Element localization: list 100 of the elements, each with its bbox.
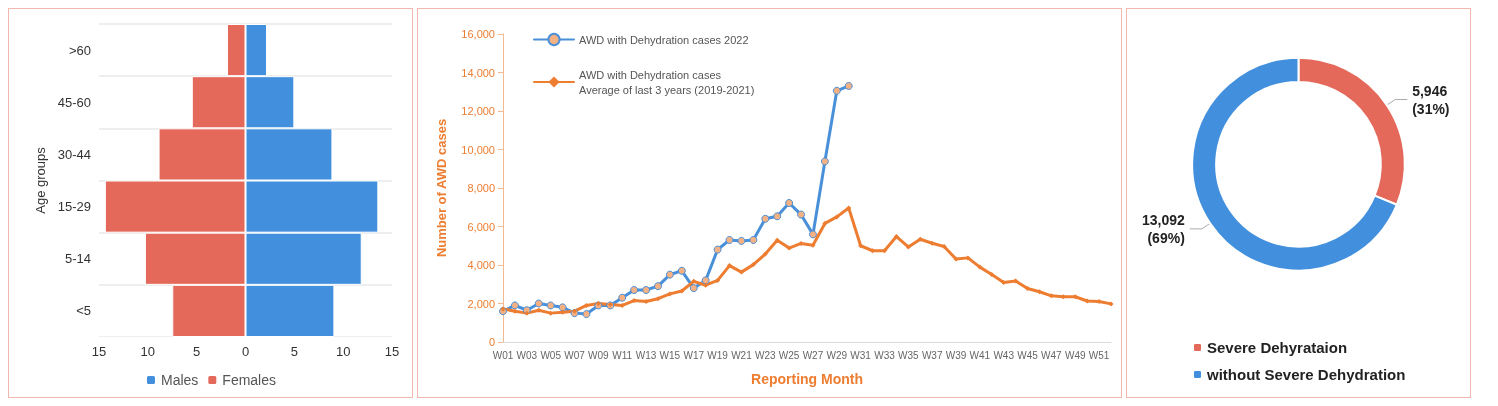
point	[1013, 278, 1019, 284]
point	[822, 220, 828, 226]
y-tick-label: 15-29	[57, 199, 91, 215]
point	[560, 309, 566, 315]
point	[820, 157, 829, 166]
legend-label: Severe Dehyrataion	[1207, 339, 1348, 356]
point	[785, 199, 794, 208]
point	[665, 270, 674, 279]
point	[844, 81, 853, 90]
point	[965, 255, 971, 261]
point	[655, 296, 661, 302]
y-tick-label: 8,000	[467, 182, 495, 194]
point	[1108, 301, 1114, 307]
x-tick-label: W21	[731, 349, 753, 361]
point	[989, 271, 995, 277]
point	[595, 301, 601, 306]
x-tick-label: W25	[778, 349, 800, 361]
y-axis-title: Number of AWD cases	[434, 118, 449, 258]
x-tick-label: W15	[659, 349, 681, 361]
point	[679, 288, 685, 294]
data-label: 13,092 (69%)	[1141, 211, 1186, 246]
y-tick-label: 0	[488, 336, 495, 348]
x-tick-label: W11	[612, 349, 633, 361]
point	[548, 310, 554, 316]
x-tick-label: W09	[588, 349, 610, 361]
point	[582, 310, 591, 319]
x-tick-label: 5	[290, 344, 298, 359]
y-tick-label: 6,000	[467, 220, 495, 233]
x-tick-label: W01	[492, 349, 514, 361]
point	[500, 306, 506, 312]
x-tick-label: W47	[1041, 349, 1063, 361]
point	[667, 291, 673, 297]
x-axis-title: Reporting Month	[751, 371, 863, 387]
legend-label: AWD with Dehydration cases Average of last 3 years (2019-2021)	[579, 68, 755, 96]
data-label: 5,946 (31%)	[1412, 82, 1450, 117]
point	[572, 308, 578, 314]
x-tick-label: W05	[540, 349, 562, 361]
point	[524, 310, 530, 316]
y-tick-label: 2,000	[467, 297, 495, 310]
point	[1096, 299, 1102, 305]
y-tick-label: 10,000	[461, 143, 495, 156]
x-tick-label: W23	[754, 349, 776, 361]
point	[631, 298, 637, 304]
x-tick-label: W39	[945, 349, 967, 361]
x-tick-label: W45	[1017, 349, 1039, 361]
y-tick-label: >60	[68, 42, 91, 58]
point	[905, 244, 911, 250]
point	[1072, 294, 1078, 300]
point	[546, 301, 555, 310]
y-tick-label: 5-14	[64, 251, 91, 267]
x-tick-label: W29	[826, 349, 848, 361]
x-tick-label: W49	[1064, 349, 1086, 361]
point	[761, 214, 770, 223]
point	[977, 264, 983, 270]
point	[558, 303, 567, 312]
y-tick-label: 45-60	[57, 94, 91, 110]
point	[715, 277, 721, 283]
point	[1025, 285, 1031, 291]
point	[677, 266, 686, 275]
point	[703, 282, 709, 288]
point	[536, 307, 542, 313]
x-tick-label: W03	[516, 349, 538, 361]
point	[773, 212, 782, 221]
x-tick-label: W13	[635, 349, 657, 361]
point	[953, 256, 959, 262]
point	[1084, 298, 1090, 304]
y-axis-title: Age groups	[32, 146, 48, 214]
point	[1036, 289, 1042, 295]
point	[534, 299, 543, 308]
point	[689, 284, 698, 293]
legend-label: without Severe Dehydration	[1206, 366, 1406, 383]
legend-label: Females	[222, 372, 277, 388]
x-tick-label: 15	[91, 344, 107, 359]
point	[929, 240, 935, 246]
x-tick-label: 10	[335, 344, 351, 359]
point	[618, 293, 627, 302]
point	[832, 86, 841, 95]
x-tick-label: W31	[850, 349, 872, 361]
x-tick-label: W35	[898, 349, 920, 361]
point	[619, 302, 625, 308]
point	[749, 235, 758, 244]
x-tick-label: W41	[969, 349, 991, 361]
point	[630, 286, 639, 295]
point	[725, 235, 734, 244]
x-tick-label: 15	[384, 344, 400, 359]
x-tick-label: W27	[802, 349, 824, 361]
point	[808, 230, 817, 239]
x-tick-label: 0	[241, 344, 250, 359]
y-tick-label: <5	[76, 303, 91, 319]
point	[797, 210, 806, 219]
point	[738, 269, 744, 275]
y-tick-label: 16,000	[461, 28, 495, 40]
x-tick-label: W51	[1088, 349, 1110, 361]
point	[583, 302, 589, 308]
point	[510, 301, 519, 310]
point	[750, 262, 756, 268]
x-tick-label: 5	[193, 344, 201, 359]
point	[653, 282, 662, 291]
y-tick-label: 30-44	[57, 146, 91, 162]
legend-label: AWD with Dehydration cases 2022	[579, 33, 749, 46]
